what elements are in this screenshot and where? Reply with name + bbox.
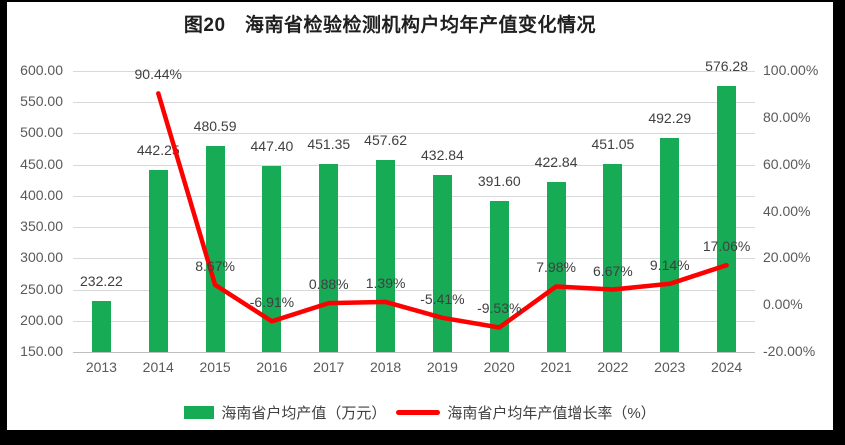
gridline: [73, 164, 755, 166]
right-axis-tick: 80.00%: [763, 108, 811, 125]
right-axis-tick: 20.00%: [763, 249, 811, 266]
line-series-legend-label: 海南省户均年产值增长率（%）: [447, 404, 656, 422]
line-value-label: 6.67%: [593, 262, 633, 279]
x-axis-label-2016: 2016: [256, 359, 288, 375]
gridline: [73, 133, 755, 135]
bar-2020: [489, 201, 509, 352]
bar-2024: [717, 85, 737, 352]
left-axis-tick: 150.00: [20, 343, 63, 359]
x-axis-label-2014: 2014: [142, 359, 174, 375]
line-value-label: 8.67%: [195, 257, 235, 274]
line-value-label: 0.88%: [308, 276, 349, 293]
line-value-label: 1.39%: [365, 274, 406, 291]
gridline: [73, 258, 755, 260]
gridline: [73, 71, 755, 72]
bar-2023: [660, 138, 680, 352]
bar-value-label: 480.59: [193, 117, 237, 134]
x-axis-label-2024: 2024: [711, 359, 743, 375]
bar-2019: [432, 175, 452, 352]
bar-2015: [205, 145, 225, 352]
bar-value-label: 232.22: [79, 272, 123, 289]
gridline: [73, 320, 755, 322]
bar-value-label: 451.35: [307, 135, 351, 152]
left-axis-tick: 300.00: [20, 249, 63, 266]
legend-item-line-series: 海南省户均年产值增长率（%）: [396, 402, 656, 423]
left-axis-tick: 400.00: [20, 186, 63, 203]
bar-value-label: 492.29: [648, 110, 692, 127]
line-value-label: 9.14%: [649, 256, 690, 273]
line-series-swatch-icon: [396, 409, 441, 415]
bar-series-swatch-icon: [184, 405, 215, 419]
right-axis-tick: 40.00%: [763, 202, 811, 219]
left-axis-tick: 350.00: [20, 218, 63, 235]
x-axis-label-2019: 2019: [426, 359, 458, 375]
line-value-label: -9.53%: [477, 300, 522, 317]
bar-value-label: 451.05: [591, 136, 635, 153]
x-axis-label-2021: 2021: [540, 359, 572, 375]
line-value-label: 7.98%: [536, 259, 576, 276]
bar-2021: [546, 181, 566, 352]
x-axis-label-2023: 2023: [654, 359, 686, 375]
left-axis-tick: 500.00: [20, 124, 63, 141]
bar-series-legend-label: 海南省户均产值（万元）: [221, 404, 387, 422]
left-axis-tick: 550.00: [20, 93, 63, 110]
bar-2016: [262, 166, 282, 352]
x-axis-label-2013: 2013: [85, 359, 117, 375]
left-axis-tick: 250.00: [20, 280, 63, 297]
bar-2022: [603, 164, 623, 352]
x-axis-label-2020: 2020: [483, 359, 515, 375]
gridline: [73, 195, 755, 197]
left-axis-tick: 200.00: [20, 311, 63, 328]
growth-rate-line: [156, 91, 729, 330]
bar-2013: [91, 300, 111, 352]
line-value-label: 17.06%: [702, 238, 751, 255]
x-axis-label-2017: 2017: [313, 359, 345, 375]
right-axis-tick: 100.00%: [763, 62, 819, 78]
gridline: [73, 102, 755, 104]
chart-title: 图20 海南省检验检测机构户均年产值变化情况: [183, 15, 597, 36]
x-axis-label-2022: 2022: [597, 359, 629, 375]
left-axis-tick: 450.00: [20, 155, 63, 172]
legend-item-bar-series: 海南省户均产值（万元）: [184, 402, 386, 423]
legend: 海南省户均产值（万元） 海南省户均年产值增长率（%）: [7, 401, 833, 423]
bar-value-label: 442.25: [136, 141, 180, 158]
left-axis-tick: 600.00: [20, 62, 63, 78]
right-axis-tick: 60.00%: [763, 155, 811, 172]
line-value-label: -6.91%: [249, 294, 295, 311]
bar-2014: [148, 169, 168, 352]
right-axis-tick: 0.00%: [763, 296, 803, 313]
bar-value-label: 576.28: [705, 57, 748, 74]
plot-area: 232.22 442.25 480.59 447.40 451.35 457.62 432.…: [73, 58, 755, 353]
line-value-label: -5.41%: [420, 290, 465, 307]
bar-value-label: 447.40: [250, 138, 294, 155]
x-axis-label-2015: 2015: [199, 359, 231, 375]
bar-value-label: 457.62: [364, 131, 407, 148]
line-value-label: 90.44%: [134, 66, 182, 83]
right-axis-tick: -20.00%: [763, 343, 816, 359]
bar-value-label: 432.84: [420, 147, 464, 164]
chart-canvas: 图20 海南省检验检测机构户均年产值变化情况 232.22 442.25 480.5…: [7, 2, 833, 430]
x-axis-line: [73, 352, 755, 353]
bar-value-label: 422.84: [534, 153, 578, 170]
gridline: [73, 289, 755, 291]
gridline: [73, 227, 755, 229]
x-axis-label-2018: 2018: [370, 359, 402, 375]
bar-value-label: 391.60: [477, 173, 521, 190]
